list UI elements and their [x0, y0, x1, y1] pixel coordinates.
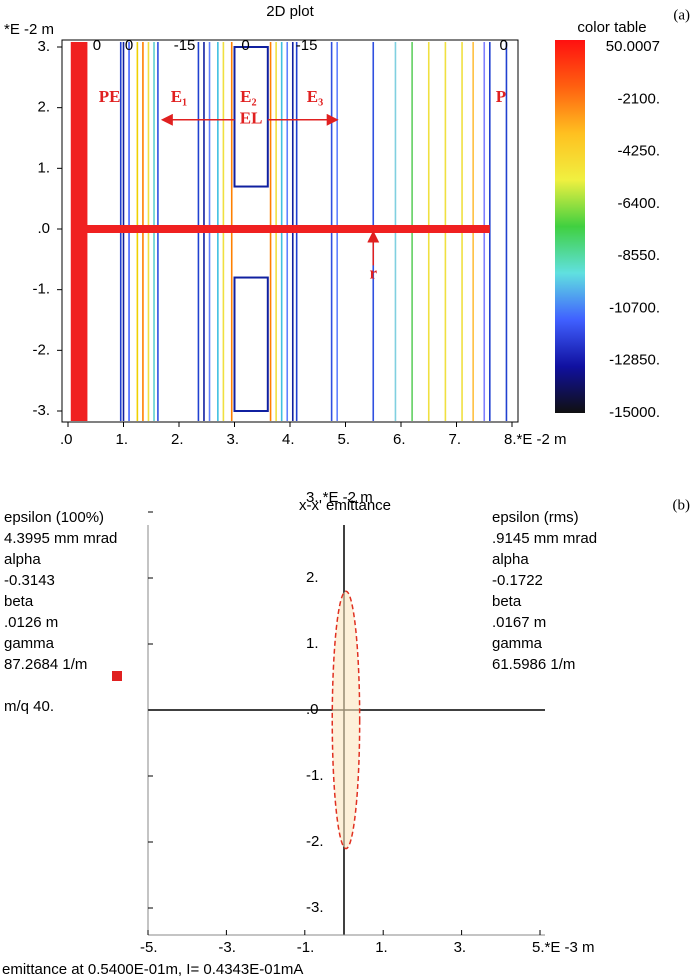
stat-left: 87.2684 1/m [4, 656, 87, 673]
electrode-label: P [496, 87, 506, 106]
y-tick-label: 3. [37, 38, 50, 55]
stat-left: -0.3143 [4, 572, 55, 589]
electrode-potential: -15 [296, 37, 318, 54]
stat-right: .9145 mm mrad [492, 530, 597, 547]
y-tick-label: -3. [306, 899, 324, 916]
y-tick-label: 1. [37, 159, 50, 176]
stat-right: epsilon (rms) [492, 509, 579, 526]
electrode-label: PE [99, 87, 121, 106]
colorbar-title: color table [577, 19, 646, 36]
stat-right: alpha [492, 551, 529, 568]
electrode-potential: 0 [93, 37, 101, 54]
pe-electrode [70, 42, 88, 421]
y-unit: *E -2 m [4, 21, 54, 38]
y-tick-label: -1. [32, 281, 50, 298]
colorbar-label: -8550. [617, 247, 660, 264]
stat-left: 4.3995 mm mrad [4, 530, 117, 547]
electrode-label: E₃ [307, 87, 323, 106]
stat-left: epsilon (100%) [4, 509, 104, 526]
emittance-ellipse [331, 590, 361, 850]
stat-left: alpha [4, 551, 41, 568]
x-tick-label: 1. [375, 939, 388, 956]
x-tick-label: 2. [171, 431, 184, 448]
colorbar-label: -4250. [617, 143, 660, 160]
stat-right: gamma [492, 635, 543, 652]
beam [84, 225, 490, 233]
stat-right: -0.1722 [492, 572, 543, 589]
y-tick-label: 2. [306, 569, 319, 586]
colorbar-label: -15000. [609, 404, 660, 421]
x-tick-label: 1. [116, 431, 129, 448]
panel-b-title: x-x' emittance [299, 497, 391, 514]
colorbar [555, 40, 585, 413]
x-tick-label: 5.*E -3 m [532, 939, 595, 956]
colorbar-label: -12850. [609, 352, 660, 369]
electrode-potential: -15 [174, 37, 196, 54]
x-tick-label: 7. [449, 431, 462, 448]
y-tick-label: 2. [37, 99, 50, 116]
electrode-potential: 0 [125, 37, 133, 54]
y-tick-label: -2. [306, 833, 324, 850]
colorbar-label: -2100. [617, 90, 660, 107]
stat-right: .0167 m [492, 614, 546, 631]
y-tick-label: -1. [306, 767, 324, 784]
panel-a-title: 2D plot [266, 3, 314, 20]
x-tick-label: 3. [227, 431, 240, 448]
x-tick-label: -3. [218, 939, 236, 956]
stat-left: gamma [4, 635, 55, 652]
electrode-label: E₂ [240, 87, 256, 106]
lens-label: EL [240, 109, 263, 128]
x-tick-label: 6. [393, 431, 406, 448]
electrode-potential: 0 [241, 37, 249, 54]
y-tick-label: .0 [306, 701, 319, 718]
stat-left: m/q 40. [4, 698, 54, 715]
x-tick-label: 3. [454, 939, 467, 956]
y-tick-label: -3. [32, 402, 50, 419]
stat-right: 61.5986 1/m [492, 656, 575, 673]
stat-left: beta [4, 593, 34, 610]
panel-b-label: (b) [673, 497, 691, 513]
stat-left: .0126 m [4, 614, 58, 631]
x-tick-label: .0 [60, 431, 73, 448]
x-tick-label: 8.*E -2 m [504, 431, 567, 448]
y-tick-label: 1. [306, 635, 319, 652]
electrode-potential: 0 [500, 37, 508, 54]
footer: emittance at 0.5400E-01m, I= 0.4343E-01m… [2, 961, 303, 978]
electrode-label: E₁ [171, 87, 187, 106]
x-tick-label: 4. [282, 431, 295, 448]
stat-right: beta [492, 593, 522, 610]
colorbar-label: -6400. [617, 195, 660, 212]
electrode [233, 46, 269, 188]
x-tick-label: -5. [140, 939, 158, 956]
panel-a-label: (a) [673, 7, 690, 23]
x-tick-label: -1. [297, 939, 315, 956]
y-tick-label: 3. *E -2 m [306, 489, 373, 506]
electrode [233, 276, 269, 412]
y-tick-label: .0 [37, 220, 50, 237]
colorbar-label: 50.0007 [606, 38, 660, 55]
radius-label: r [369, 263, 377, 282]
x-tick-label: 5. [338, 431, 351, 448]
colorbar-label: -10700. [609, 299, 660, 316]
marker [112, 671, 122, 681]
y-tick-label: -2. [32, 341, 50, 358]
